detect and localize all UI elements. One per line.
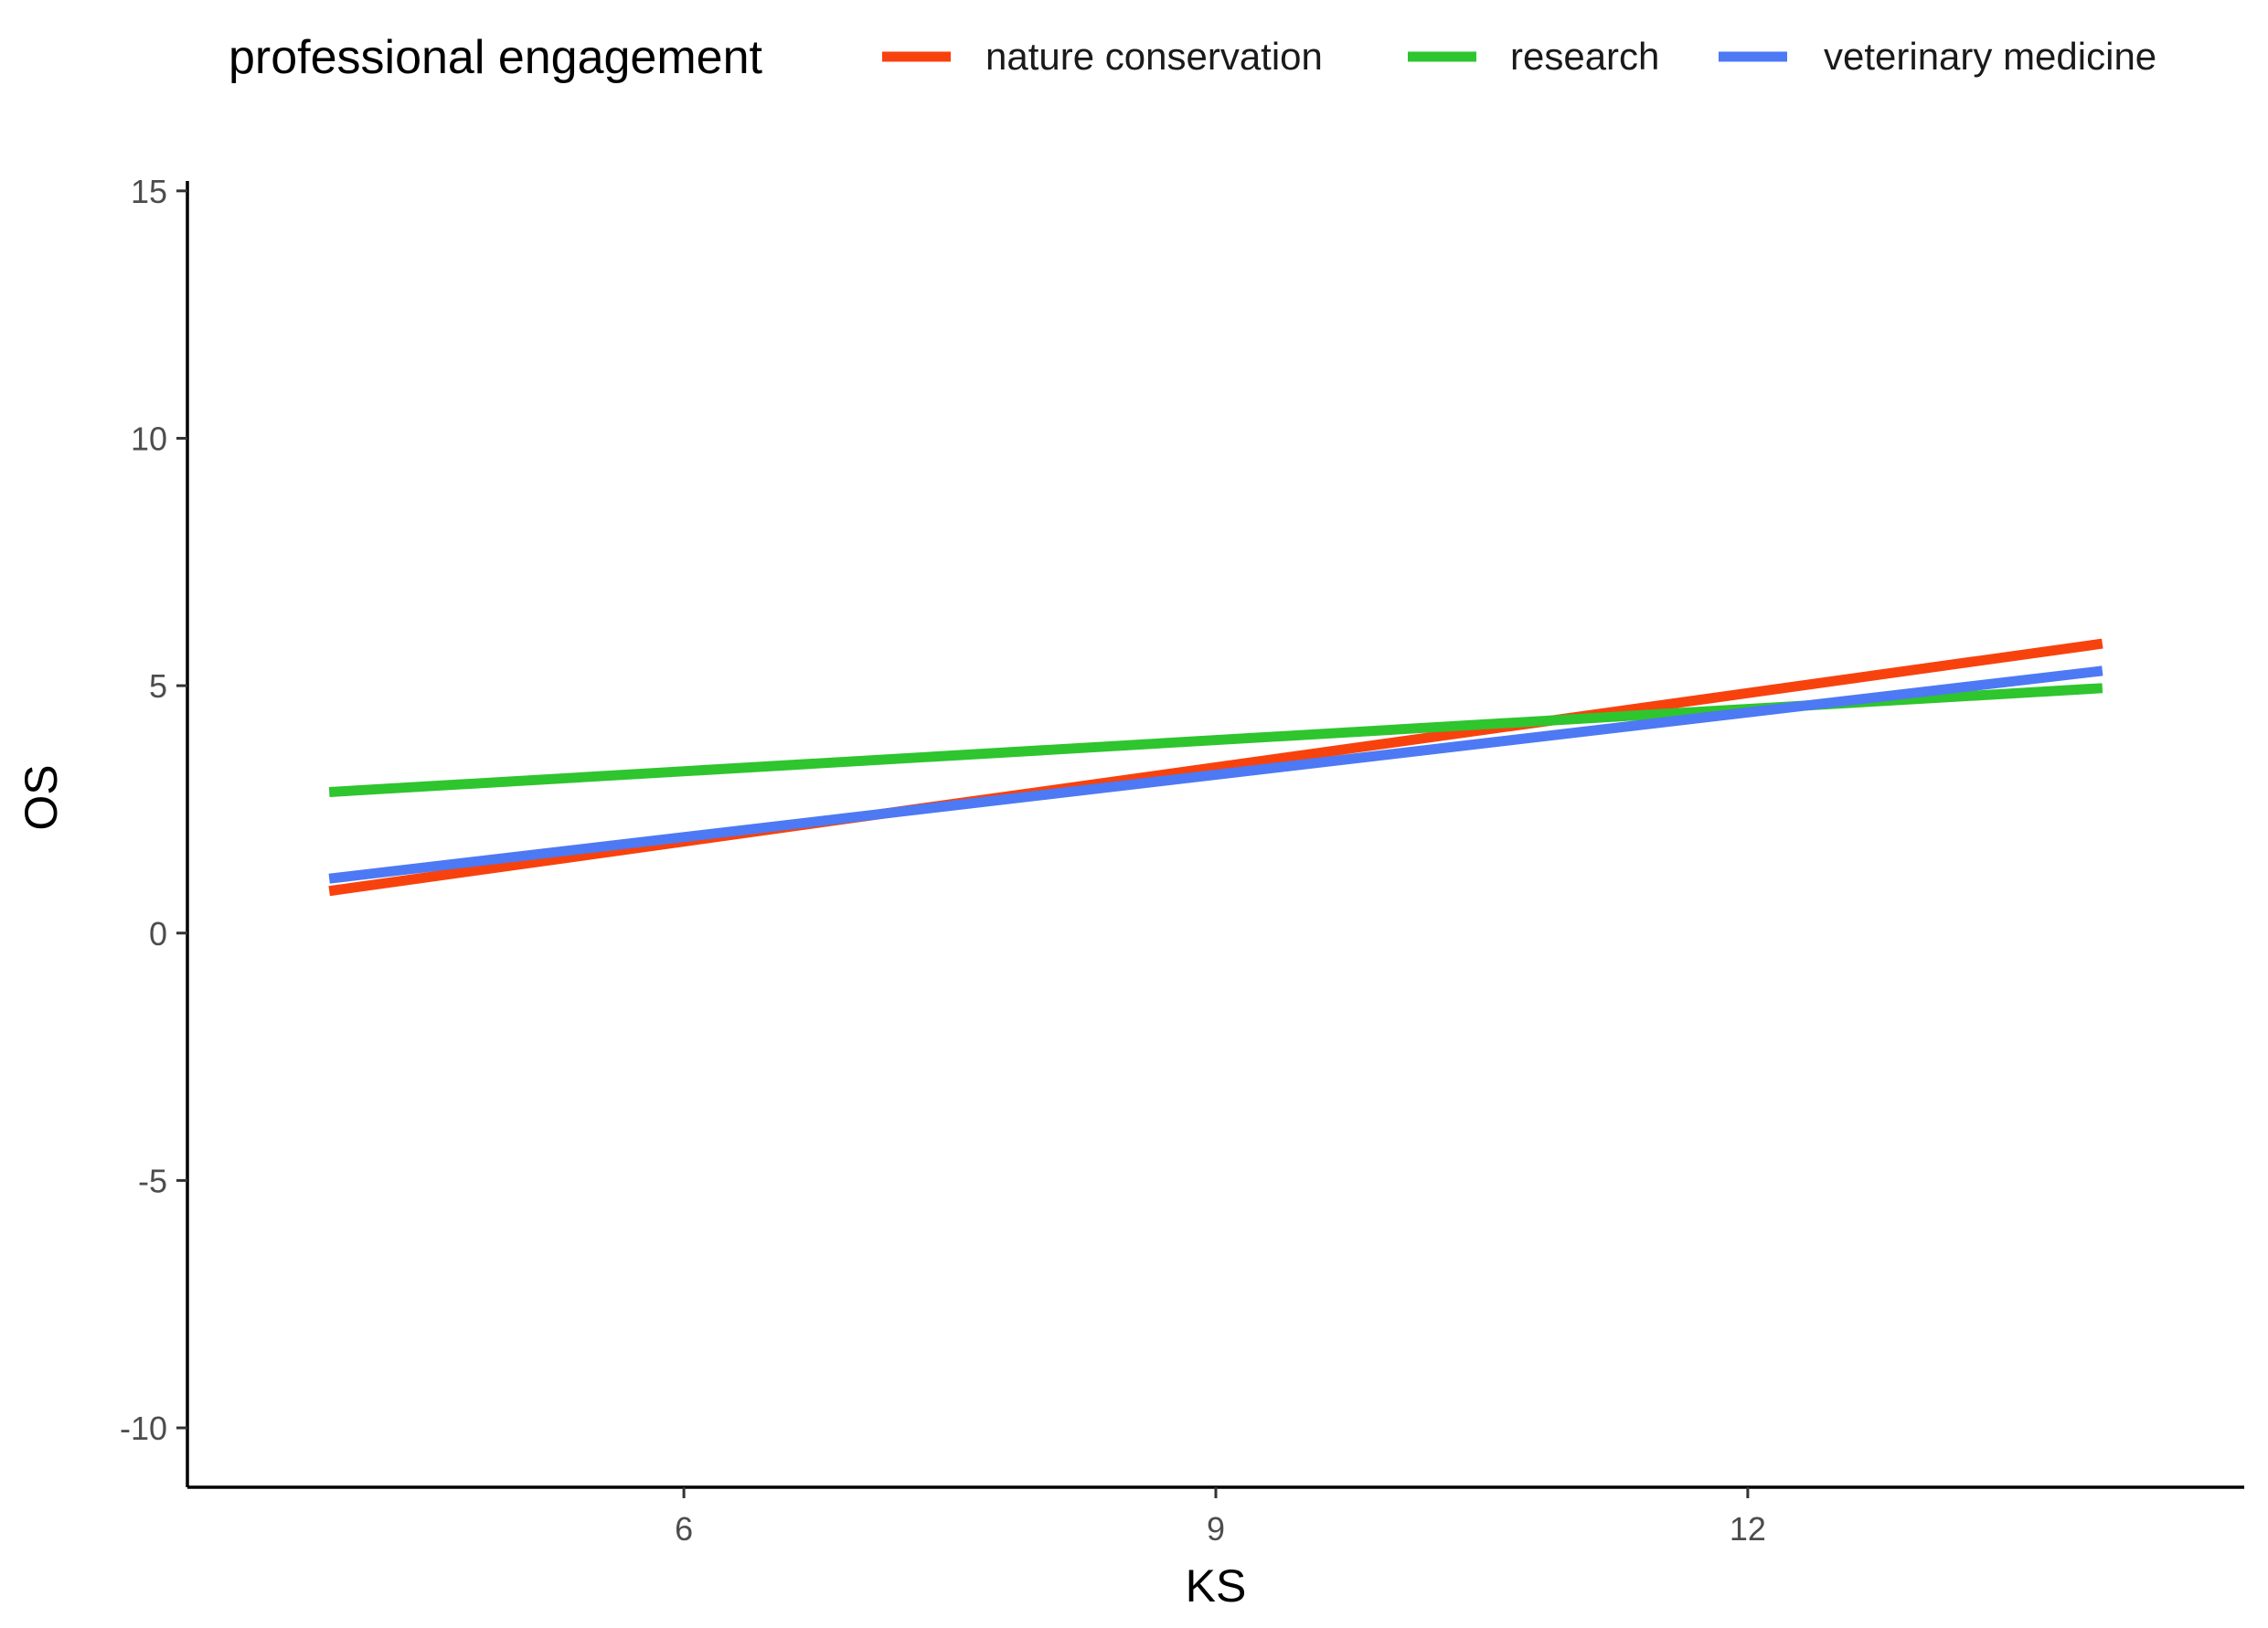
series-line-nature-conservation	[328, 638, 2103, 897]
y-tick-label-5: 5	[149, 667, 167, 705]
legend-label-research: research	[1510, 35, 1659, 78]
legend-label-nature-conservation: nature conservation	[985, 35, 1323, 78]
y-axis-title: OS	[16, 764, 67, 830]
plot-area	[328, 638, 2103, 897]
legend-title: professional engagement	[229, 31, 763, 84]
y-tick-label--10: -10	[120, 1410, 167, 1447]
y-tick-label-0: 0	[149, 915, 167, 952]
x-tick-label-9: 9	[1207, 1510, 1225, 1548]
y-tick-label--5: -5	[138, 1162, 167, 1199]
axes: -10 -5 0 5 10 15 6 9 12	[120, 173, 2244, 1548]
series-line-veterinary-medicine	[328, 665, 2103, 884]
y-tick-label-15: 15	[131, 173, 167, 210]
x-tick-label-6: 6	[675, 1510, 693, 1548]
y-tick-label-10: 10	[131, 420, 167, 457]
legend-label-veterinary-medicine: veterinary medicine	[1824, 35, 2156, 78]
x-axis-title: KS	[1186, 1560, 1247, 1612]
x-tick-label-12: 12	[1730, 1510, 1766, 1548]
legend: professional engagement nature conservat…	[229, 31, 2156, 84]
